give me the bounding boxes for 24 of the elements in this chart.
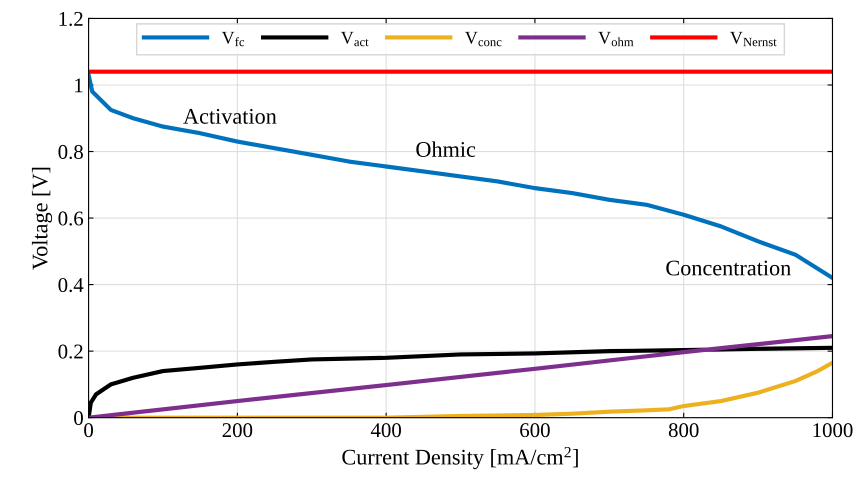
line-series xyxy=(88,72,832,280)
y-tick-label: 0.8 xyxy=(58,144,83,160)
annotation: Concentration xyxy=(666,260,791,276)
x-tick-label: 400 xyxy=(370,423,401,438)
legend-label: V$_{act}$ xyxy=(340,32,369,46)
y-tick-label: 0.2 xyxy=(58,344,83,359)
legend-label: V$_{fc}$ xyxy=(222,32,244,46)
legend-label: V$_{conc}$ xyxy=(464,32,502,46)
annotation: Activation xyxy=(183,108,276,124)
x-tick-label: 1000 xyxy=(813,423,853,438)
x-axis-title: Current Density [mA/cm$^{2}$] xyxy=(342,446,578,470)
y-tick-label: 1 xyxy=(75,78,82,92)
y-tick-label: 0 xyxy=(74,411,83,426)
y-tick-label: 0.6 xyxy=(58,211,84,226)
legend-label: V$_{ohm}$ xyxy=(598,32,634,46)
y-tick-label: 1.2 xyxy=(60,12,83,26)
y-axis-title: Voltage [V] xyxy=(32,168,52,270)
x-tick-label: 600 xyxy=(520,423,550,438)
x-tick-label: 0 xyxy=(84,423,93,438)
x-tick-label: 200 xyxy=(222,423,252,438)
x-tick-label: 800 xyxy=(668,423,699,438)
annotation: Ohmic xyxy=(416,141,476,157)
legend-label: V$_{Nernst}$ xyxy=(730,32,777,46)
y-tick-label: 0.4 xyxy=(58,278,84,292)
